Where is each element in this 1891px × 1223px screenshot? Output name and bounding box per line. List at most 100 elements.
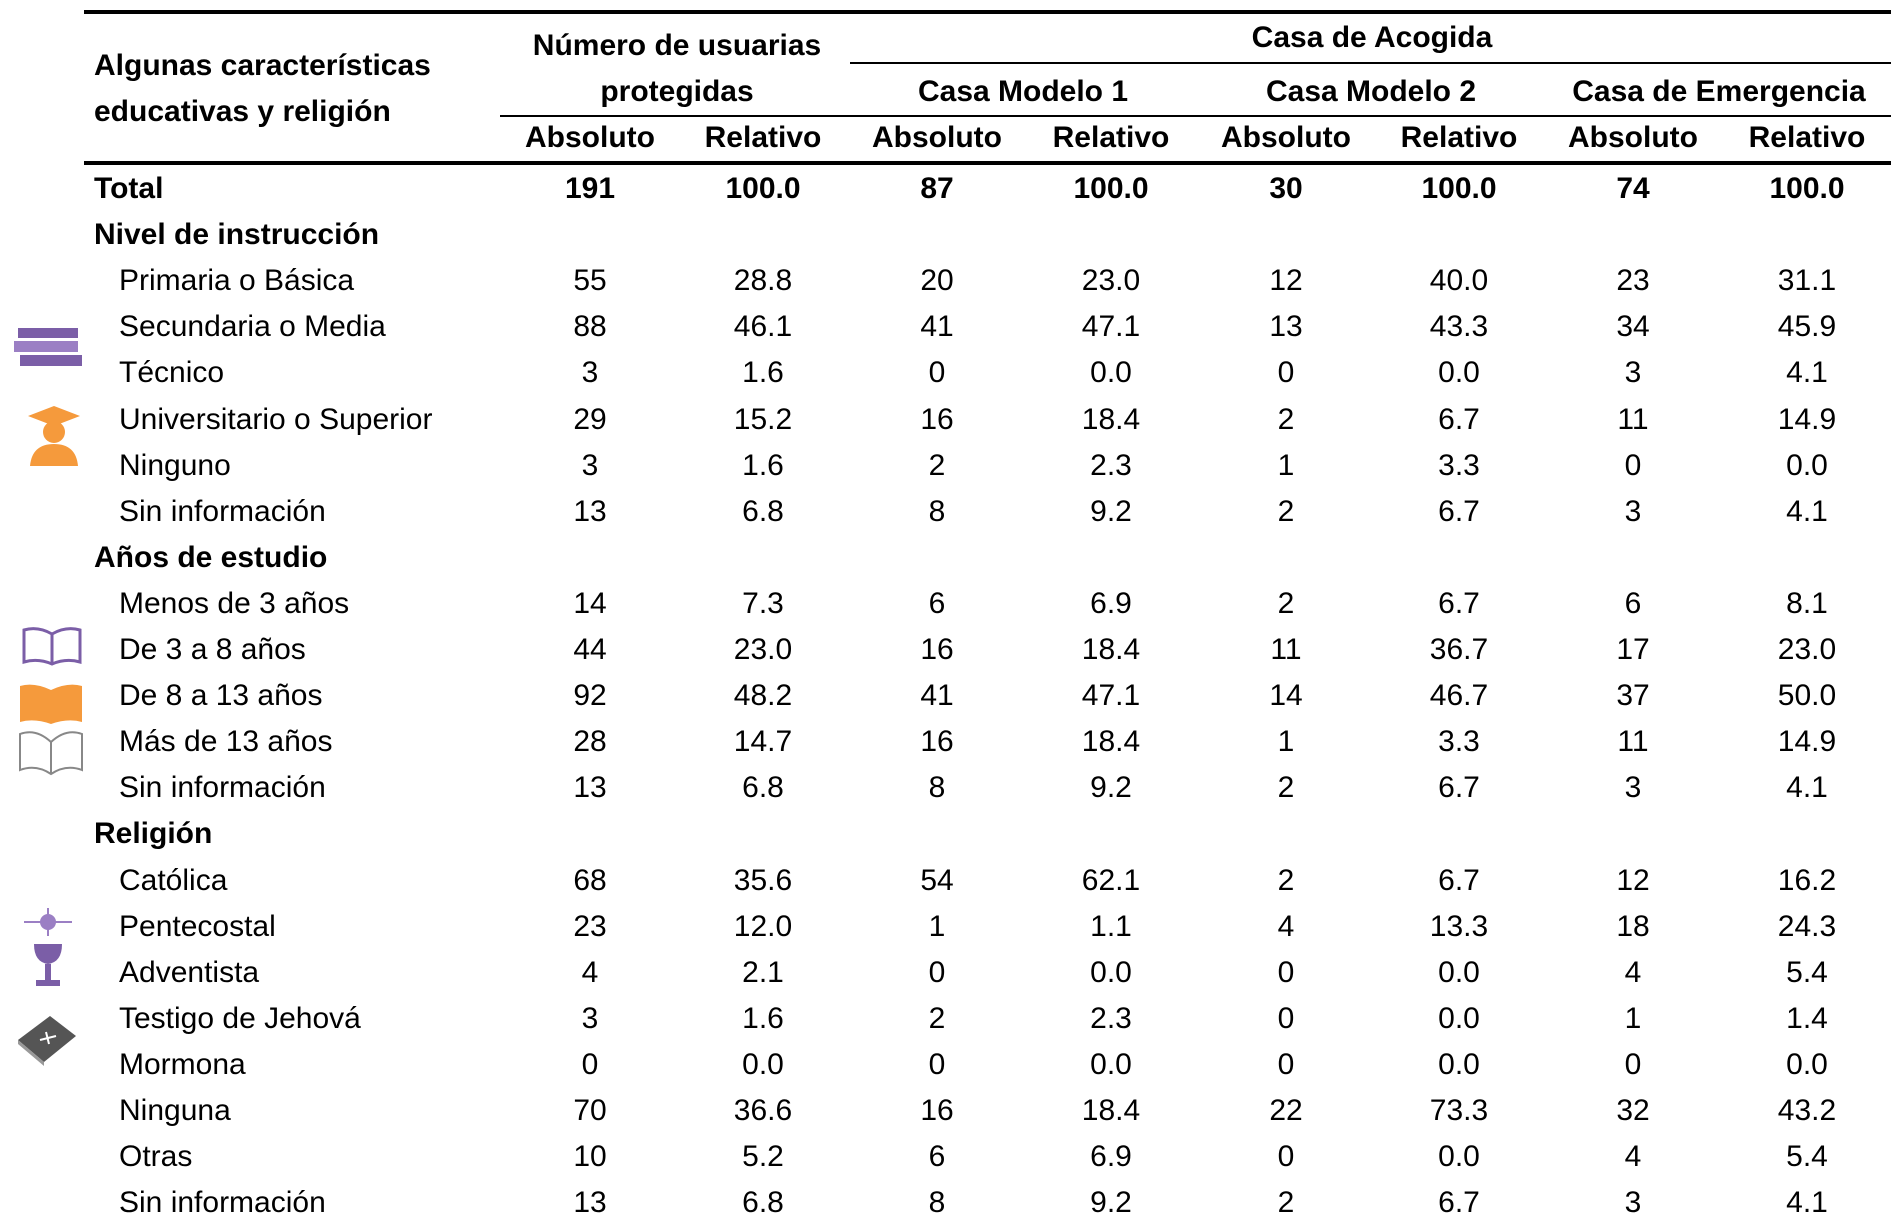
cell: 47.1 bbox=[1081, 310, 1141, 344]
subheader: Relativo bbox=[1400, 121, 1518, 154]
section-title: Nivel de instrucción bbox=[94, 218, 380, 252]
cell: 9.2 bbox=[1090, 1186, 1132, 1220]
cell: 11 bbox=[1617, 402, 1649, 436]
cell: 9.2 bbox=[1090, 494, 1132, 528]
cell: 14.7 bbox=[733, 725, 793, 759]
cell: 0.0 bbox=[1438, 1001, 1480, 1035]
row-label: Sin información bbox=[119, 771, 326, 805]
row-label: Universitario o Superior bbox=[119, 402, 433, 436]
cell: 6.9 bbox=[1090, 1140, 1132, 1174]
cell: 35.6 bbox=[733, 863, 793, 897]
cell: 92 bbox=[573, 679, 607, 713]
row-label: Ninguno bbox=[119, 448, 231, 482]
cell: 34 bbox=[1616, 310, 1650, 344]
cell: 0.0 bbox=[1090, 955, 1132, 989]
cell: 1 bbox=[1624, 1001, 1642, 1035]
cell: 20 bbox=[920, 264, 954, 298]
cell: 0.0 bbox=[1438, 1047, 1480, 1081]
cell: 3 bbox=[1624, 494, 1642, 528]
cell: 3 bbox=[581, 448, 599, 482]
graduate-icon bbox=[28, 406, 80, 466]
cell: 6 bbox=[928, 1140, 946, 1174]
row-label: Católica bbox=[119, 863, 228, 897]
cell: 0.0 bbox=[1090, 356, 1132, 390]
cell: 6.7 bbox=[1438, 771, 1480, 805]
cell: 4 bbox=[1277, 909, 1295, 943]
cell: 11 bbox=[1617, 725, 1649, 759]
cell: 2.3 bbox=[1090, 1001, 1132, 1035]
total-value: 191 bbox=[564, 172, 616, 205]
row-label: De 3 a 8 años bbox=[119, 633, 306, 666]
row-label: Sin información bbox=[119, 494, 326, 528]
cell: 10 bbox=[573, 1140, 607, 1174]
cell: 18.4 bbox=[1081, 725, 1141, 759]
row-label: Adventista bbox=[119, 955, 260, 989]
cell: 3 bbox=[581, 1001, 599, 1035]
subheader: Relativo bbox=[1748, 121, 1866, 154]
subheader: Absoluto bbox=[872, 121, 1002, 154]
cell: 0.0 bbox=[1786, 448, 1828, 482]
cell: 18 bbox=[1616, 909, 1650, 943]
cell: 14 bbox=[1269, 679, 1303, 713]
cell: 2 bbox=[1277, 586, 1295, 620]
cell: 0 bbox=[928, 356, 946, 390]
cell: 88 bbox=[573, 310, 607, 344]
subheader: Relativo bbox=[1052, 121, 1170, 154]
cell: 23.0 bbox=[733, 633, 793, 666]
cell: 3 bbox=[1624, 1186, 1642, 1220]
cell: 28 bbox=[573, 725, 607, 759]
cell: 41 bbox=[920, 679, 954, 713]
cell: 1.6 bbox=[742, 448, 784, 482]
total-value: 100.0 bbox=[1769, 172, 1845, 205]
chalice-icon bbox=[24, 908, 72, 986]
cell: 43.2 bbox=[1777, 1094, 1837, 1127]
cell: 0 bbox=[581, 1047, 599, 1081]
cell: 2 bbox=[928, 448, 946, 482]
cell: 36.6 bbox=[733, 1094, 793, 1127]
cell: 14.9 bbox=[1777, 725, 1837, 759]
cell: 36.7 bbox=[1429, 633, 1489, 666]
cell: 8.1 bbox=[1786, 586, 1828, 620]
cell: 0 bbox=[928, 1047, 946, 1081]
cell: 4.1 bbox=[1786, 771, 1828, 805]
count-title-2: protegidas bbox=[600, 75, 754, 108]
cell: 47.1 bbox=[1081, 679, 1141, 713]
cell: 13 bbox=[573, 771, 607, 805]
cell: 37 bbox=[1616, 679, 1650, 713]
cell: 0.0 bbox=[1438, 356, 1480, 390]
subheader: Relativo bbox=[704, 121, 822, 154]
cell: 23.0 bbox=[1081, 264, 1141, 298]
row-label: Más de 13 años bbox=[119, 725, 333, 759]
cell: 13 bbox=[573, 494, 607, 528]
cell: 32 bbox=[1616, 1094, 1650, 1127]
row-label: Técnico bbox=[119, 356, 225, 390]
cell: 2 bbox=[1277, 494, 1295, 528]
subheader: Absoluto bbox=[1568, 121, 1698, 154]
cell: 1 bbox=[1277, 725, 1295, 759]
cell: 16 bbox=[920, 725, 954, 759]
top-rule bbox=[84, 10, 1891, 14]
cell: 3.3 bbox=[1438, 448, 1480, 482]
cell: 0 bbox=[1277, 1001, 1295, 1035]
bible-icon bbox=[18, 1016, 76, 1066]
cell: 62.1 bbox=[1081, 863, 1141, 897]
cell: 12.0 bbox=[733, 909, 793, 943]
total-value: 74 bbox=[1616, 172, 1650, 205]
section-title: Religión bbox=[94, 817, 213, 851]
cell: 6.7 bbox=[1438, 494, 1480, 528]
cell: 48.2 bbox=[733, 679, 793, 713]
cell: 0 bbox=[1624, 448, 1642, 482]
cell: 2.1 bbox=[742, 955, 784, 989]
cell: 46.1 bbox=[733, 310, 793, 344]
cell: 44 bbox=[573, 633, 607, 666]
cell: 4 bbox=[1624, 955, 1642, 989]
cell: 0 bbox=[1277, 1047, 1295, 1081]
cell: 18.4 bbox=[1081, 402, 1141, 436]
cell: 3 bbox=[1624, 771, 1642, 805]
cell: 6 bbox=[1624, 586, 1642, 620]
cell: 6.7 bbox=[1438, 586, 1480, 620]
row-label: Secundaria o Media bbox=[119, 310, 386, 344]
cell: 41 bbox=[920, 310, 954, 344]
books-icon bbox=[14, 328, 82, 366]
